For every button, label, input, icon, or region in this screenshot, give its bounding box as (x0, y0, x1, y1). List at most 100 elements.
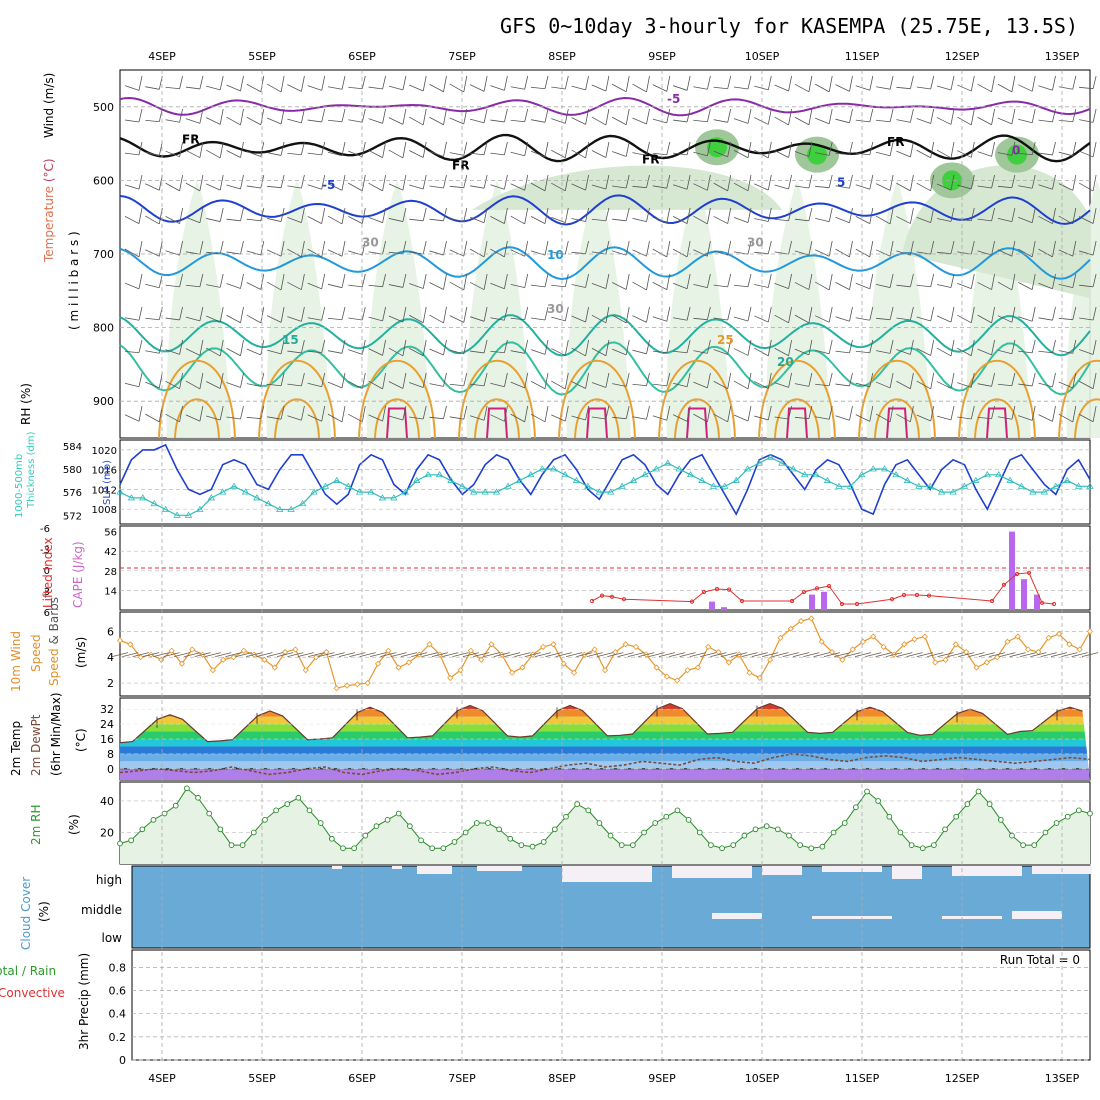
rh2m-point (997, 816, 1004, 823)
wind-barb-flag (483, 108, 488, 123)
wind-barb (997, 117, 1013, 125)
contour-label: FR (182, 133, 199, 147)
wind-barb (754, 381, 769, 389)
wind-barb (185, 182, 201, 192)
wind-barb-flag (179, 306, 183, 321)
wind-barb (591, 416, 606, 420)
wind-barb (774, 84, 789, 92)
rh2m-point (774, 826, 781, 833)
wind-barb-flag (463, 273, 468, 291)
wind-barb (287, 350, 302, 354)
wind-barb (307, 382, 322, 388)
wind-barb (206, 183, 221, 191)
wind-barb (409, 283, 424, 289)
wind-barb (794, 314, 810, 324)
wind-barb (510, 413, 525, 423)
wind-barb-flag (483, 306, 488, 322)
dewpt-label: 2m DewPt (29, 714, 43, 776)
temp-tick: 32 (100, 703, 114, 716)
wind-barb-flag (1092, 306, 1097, 321)
wind-barb (551, 216, 566, 224)
wind-barb (632, 315, 647, 323)
wind-barb-flag (666, 306, 671, 322)
wind-barb-flag (808, 207, 813, 221)
wind-barb (409, 347, 424, 357)
thickness-point (869, 465, 877, 472)
wind-barb (409, 416, 424, 420)
wind-data (111, 615, 1099, 692)
thickness-point (835, 482, 843, 489)
contour-35 (886, 407, 908, 439)
surface-barb (823, 652, 841, 658)
wind-barb-flag (585, 240, 589, 254)
contour-35 (986, 407, 1008, 439)
wind-barb-flag (443, 405, 447, 419)
wind-barb-flag (970, 75, 975, 92)
wind-barb (266, 349, 282, 355)
wind-barb (368, 149, 383, 159)
wind-barb (632, 185, 647, 189)
wind-barb-flag (1072, 306, 1077, 320)
wind-barb (754, 218, 769, 222)
wind-barb (1058, 151, 1073, 157)
thickness-point (1052, 482, 1060, 489)
precip-tick: 0.4 (109, 1008, 127, 1021)
wind-barb (693, 119, 708, 123)
wind-barb-flag (666, 372, 671, 386)
surface-barb (545, 652, 562, 658)
surface-barb (741, 652, 758, 658)
cape-tick: 42 (104, 547, 117, 558)
wind-barb-flag (1092, 207, 1097, 224)
wind-tick: 4 (107, 651, 114, 664)
wind-barb-flag (382, 306, 386, 321)
wind-barb (957, 416, 972, 420)
li-point (989, 598, 995, 604)
wind-barb-flag (788, 372, 792, 388)
wind-barb-flag (849, 207, 853, 223)
wind-barb (754, 315, 769, 323)
thickness-point (458, 482, 467, 489)
rh2m-point (128, 837, 134, 844)
wind-barb (327, 249, 343, 257)
wind-barb-flag (828, 273, 833, 291)
wind-barb (713, 150, 728, 158)
wind-barb-flag (524, 108, 529, 122)
wind-barb-flag (341, 372, 346, 388)
thickness-point (972, 476, 980, 483)
wind-barb-flag (767, 306, 772, 323)
wind-barb (551, 380, 566, 390)
wind-barb-flag (930, 174, 935, 191)
wind-barb (957, 150, 972, 158)
wind-barb (530, 150, 546, 158)
wind-barb (409, 382, 424, 388)
wind-barb-flag (321, 405, 326, 422)
wind-barb-flag (1072, 207, 1077, 225)
wind-barb (835, 152, 850, 156)
rh-shade (902, 165, 1090, 299)
wind-barb-flag (240, 174, 244, 190)
wind-barb-flag (341, 108, 346, 122)
wind-barb-flag (849, 174, 853, 189)
wind-barb (1078, 216, 1094, 224)
wind-barb (348, 413, 363, 423)
wind-barb-flag (1092, 372, 1097, 389)
cloud-high-block (762, 866, 802, 875)
surface-barb (307, 652, 325, 658)
wind-speed-point (983, 659, 990, 666)
wind-speed-point (901, 641, 908, 648)
wind-barb-flag (889, 174, 894, 191)
wind-barb-flag (707, 405, 711, 422)
wind-barb (612, 314, 627, 324)
wind-barb (896, 119, 911, 123)
surface-barb (173, 652, 191, 658)
wind-speed-point (994, 654, 1001, 661)
rh2m-area (120, 788, 1090, 864)
wind-barb (652, 84, 667, 92)
wind-barb (733, 118, 749, 124)
wind-barb (1018, 282, 1033, 290)
wind-barb-flag (301, 240, 305, 257)
wind-speed-point (209, 667, 216, 674)
wind-barb-flag (1052, 141, 1056, 156)
wind-speed-point (684, 667, 691, 674)
